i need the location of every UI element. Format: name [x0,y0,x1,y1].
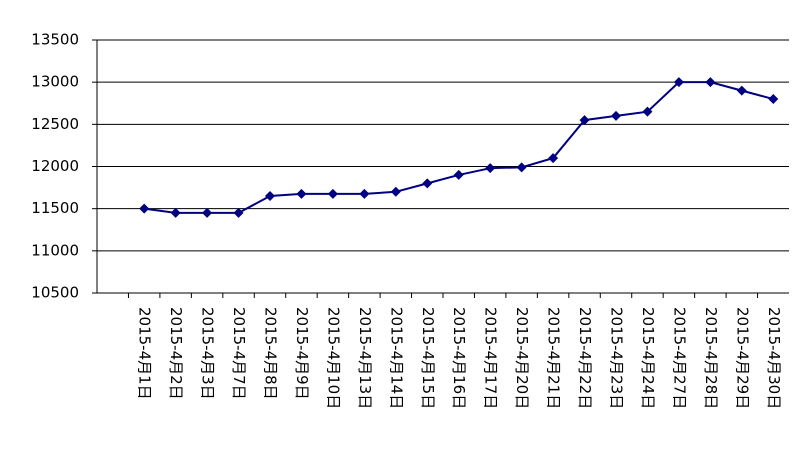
marker [202,207,213,218]
marker [139,203,150,214]
x-tick-label: 2015-4月27日 [670,307,688,409]
marker [327,188,338,199]
marker [516,162,527,173]
x-tick-label: 2015-4月3日 [199,307,217,400]
marker [265,191,275,202]
x-tick-label: 2015-4月9日 [293,307,311,400]
marker [642,106,653,117]
marker [453,169,464,180]
marker [233,207,244,218]
x-tick-label: 2015-4月17日 [482,307,500,409]
y-tick-label: 12500 [31,115,79,133]
x-tick-label: 2015-4月30日 [765,307,783,409]
x-tick-label: 2015-4月1日 [136,307,154,400]
x-tick-label: 2015-4月8日 [262,307,280,400]
y-tick-label: 11500 [31,199,79,217]
marker [390,186,401,197]
x-tick-label: 2015-4月2日 [167,307,185,400]
marker [485,163,496,174]
marker [736,85,747,96]
x-tick-label: 2015-4月29日 [733,307,751,409]
y-tick-label: 13000 [31,73,79,91]
y-tick-label: 11000 [31,241,79,259]
x-tick-label: 2015-4月13日 [356,307,374,409]
marker [705,77,716,88]
x-tick-label: 2015-4月16日 [450,307,468,409]
x-tick-label: 2015-4月23日 [608,307,626,409]
marker [768,94,779,105]
marker [359,188,370,199]
x-tick-label: 2015-4月10日 [324,307,342,409]
x-tick-label: 2015-4月24日 [639,307,657,409]
x-tick-label: 2015-4月21日 [545,307,563,409]
x-tick-label: 2015-4月7日 [230,307,248,400]
x-tick-label: 2015-4月15日 [419,307,437,409]
marker [170,207,181,218]
marker [548,153,559,164]
x-tick-label: 2015-4月20日 [513,307,531,409]
x-tick-label: 2015-4月14日 [387,307,405,409]
y-tick-label: 10500 [31,284,79,302]
x-tick-label: 2015-4月28日 [702,307,720,409]
marker [673,77,684,88]
y-tick-label: 12000 [31,157,79,175]
y-tick-label: 13500 [31,31,79,49]
marker [579,115,590,126]
line [144,81,774,214]
marker [296,188,307,199]
x-tick-label: 2015-4月22日 [576,307,594,409]
marker [611,110,621,121]
marker [422,178,433,189]
